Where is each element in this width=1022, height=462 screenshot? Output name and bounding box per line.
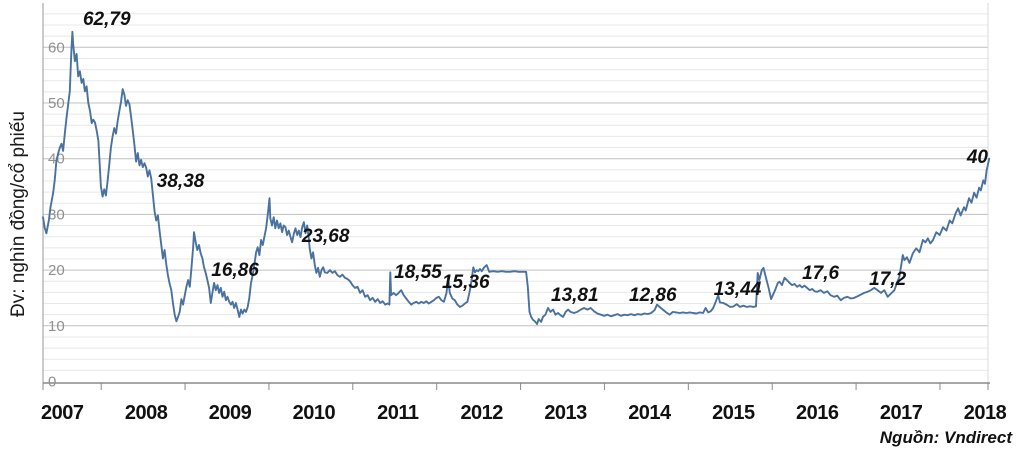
x-tick-label: 2014	[628, 402, 672, 424]
price-line	[42, 30, 991, 326]
x-tick-label: 2009	[209, 402, 252, 424]
y-tick-label: 10	[48, 318, 65, 335]
annotation-label: 38,38	[157, 171, 205, 192]
x-tick-label: 2018	[964, 402, 1007, 424]
x-tick-label: 2017	[880, 402, 923, 424]
annotation-label: 13,81	[551, 285, 599, 306]
annotation-label: 40	[966, 147, 989, 168]
y-tick-label: 50	[48, 95, 65, 112]
annotation-label: 12,86	[629, 285, 677, 306]
x-tick-label: 2008	[125, 402, 168, 424]
x-tick-label: 2010	[293, 402, 336, 424]
x-tick-label: 2015	[712, 402, 755, 424]
annotation-label: 15,36	[442, 272, 490, 293]
x-tick-label: 2011	[377, 402, 419, 424]
x-tick-label: 2012	[460, 402, 503, 424]
y-tick-label: 20	[48, 262, 65, 279]
x-tick-label: 2007	[41, 402, 84, 424]
source-credit: Nguồn: Vndirect	[879, 428, 1012, 447]
x-tick-label: 2013	[544, 402, 587, 424]
annotation-label: 62,79	[83, 9, 131, 30]
annotation-label: 18,55	[394, 262, 442, 283]
y-tick-label: 30	[48, 206, 65, 223]
y-axis-title: Đv: nghìn đồng/cổ phiếu	[8, 111, 29, 317]
annotation-label: 16,86	[211, 260, 259, 281]
annotation-label: 17,2	[869, 269, 906, 290]
annotation-label: 23,68	[301, 226, 350, 247]
y-tick-label: 0	[48, 374, 56, 391]
annotation-label: 17,6	[802, 263, 839, 284]
y-tick-label: 60	[48, 39, 65, 56]
x-tick-label: 2016	[796, 402, 839, 424]
annotation-label: 13,44	[714, 279, 762, 300]
